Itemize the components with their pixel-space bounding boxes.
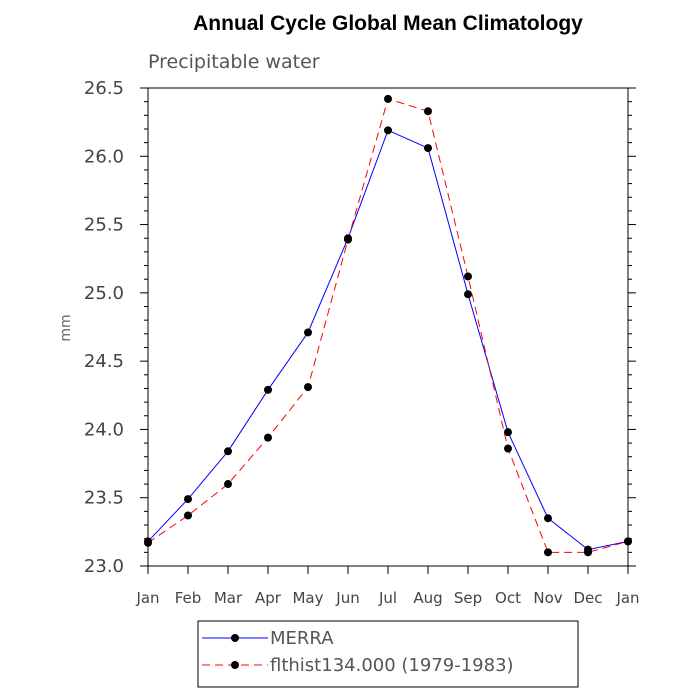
y-axis-label: mm: [58, 314, 74, 341]
series-line: [147, 98, 629, 553]
data-point: [584, 548, 592, 557]
x-tick-label: Aug: [413, 589, 442, 607]
series-line: [147, 129, 629, 551]
x-tick-label: Feb: [175, 589, 202, 607]
data-point: [224, 447, 232, 456]
data-point: [264, 433, 272, 442]
series-lines: [147, 98, 629, 553]
x-tick-label: Apr: [255, 589, 282, 607]
data-point: [264, 385, 272, 394]
x-tick-label: Jun: [335, 589, 359, 607]
series-markers: [144, 94, 632, 557]
x-tick-label: Oct: [495, 589, 521, 607]
data-point: [384, 126, 392, 135]
y-tick-label: 24.0: [84, 419, 124, 440]
x-tick-label: Jan: [615, 589, 639, 607]
data-point: [464, 290, 472, 299]
legend-label-flthist: flthist134.000 (1979-1983): [270, 655, 514, 676]
data-point: [224, 480, 232, 489]
legend-label-merra: MERRA: [270, 628, 334, 649]
x-tick-label: Mar: [214, 589, 243, 607]
axis-ticks: [140, 87, 636, 574]
data-point: [544, 514, 552, 523]
legend-marker-merra: [231, 634, 239, 642]
y-tick-label: 23.5: [84, 488, 124, 509]
legend: MERRA flthist134.000 (1979-1983): [197, 620, 579, 688]
x-tick-labels: Jan Feb Mar Apr May Jun Jul Aug Sep Oct Nov Dec Jan: [135, 589, 639, 607]
y-tick-labels: 23.0 23.5 24.0 24.5 25.0 25.5 26.0 26.5: [84, 78, 124, 577]
data-point: [144, 538, 152, 547]
data-point: [184, 495, 192, 504]
data-point: [544, 548, 552, 557]
data-point: [304, 383, 312, 392]
data-point: [504, 428, 512, 437]
legend-marker-flthist: [231, 661, 239, 669]
y-tick-label: 25.5: [84, 215, 124, 236]
x-tick-label: Nov: [533, 589, 562, 607]
x-tick-label: Jul: [378, 589, 397, 607]
chart-title: Annual Cycle Global Mean Climatology: [193, 12, 583, 35]
y-tick-label: 24.5: [84, 351, 124, 372]
legend-box: [197, 620, 579, 688]
y-tick-label: 23.0: [84, 556, 124, 577]
chart-subtitle: Precipitable water: [148, 51, 320, 73]
data-point: [304, 328, 312, 337]
data-point: [184, 511, 192, 520]
data-point: [384, 94, 392, 103]
data-point: [464, 272, 472, 281]
x-tick-label: Dec: [573, 589, 602, 607]
y-tick-label: 25.0: [84, 283, 124, 304]
x-tick-label: Jan: [135, 589, 159, 607]
y-tick-label: 26.5: [84, 78, 124, 99]
data-point: [624, 537, 632, 546]
x-tick-label: May: [292, 589, 323, 607]
data-point: [344, 235, 352, 244]
plot-frame: [147, 87, 629, 567]
data-point: [424, 107, 432, 116]
y-tick-label: 26.0: [84, 146, 124, 167]
data-point: [424, 144, 432, 153]
data-point: [504, 444, 512, 453]
x-tick-label: Sep: [454, 589, 482, 607]
